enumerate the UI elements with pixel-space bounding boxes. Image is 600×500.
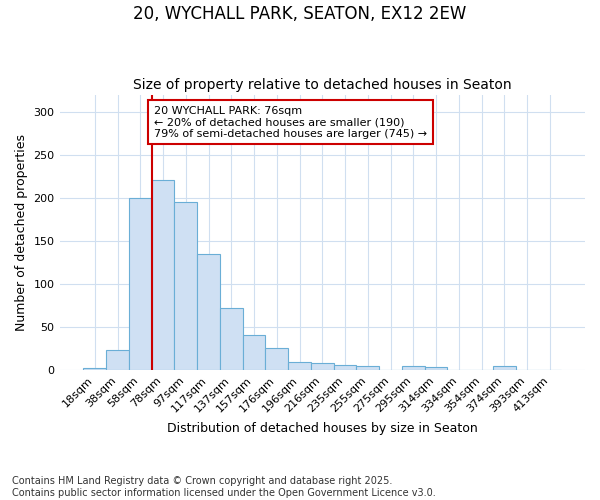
- Bar: [129, 198, 152, 370]
- Bar: [265, 348, 288, 370]
- Bar: [402, 366, 425, 370]
- Bar: [493, 366, 515, 370]
- Text: 20, WYCHALL PARK, SEATON, EX12 2EW: 20, WYCHALL PARK, SEATON, EX12 2EW: [133, 5, 467, 23]
- Bar: [288, 362, 311, 370]
- Title: Size of property relative to detached houses in Seaton: Size of property relative to detached ho…: [133, 78, 512, 92]
- Bar: [242, 334, 265, 370]
- Bar: [175, 202, 197, 370]
- Bar: [83, 368, 106, 370]
- Bar: [425, 368, 448, 370]
- Text: Contains HM Land Registry data © Crown copyright and database right 2025.
Contai: Contains HM Land Registry data © Crown c…: [12, 476, 436, 498]
- Text: 20 WYCHALL PARK: 76sqm
← 20% of detached houses are smaller (190)
79% of semi-de: 20 WYCHALL PARK: 76sqm ← 20% of detached…: [154, 106, 427, 139]
- Bar: [197, 254, 220, 370]
- Bar: [334, 365, 356, 370]
- Bar: [311, 363, 334, 370]
- X-axis label: Distribution of detached houses by size in Seaton: Distribution of detached houses by size …: [167, 422, 478, 435]
- Y-axis label: Number of detached properties: Number of detached properties: [15, 134, 28, 330]
- Bar: [152, 180, 175, 370]
- Bar: [356, 366, 379, 370]
- Bar: [220, 308, 242, 370]
- Bar: [106, 350, 129, 370]
